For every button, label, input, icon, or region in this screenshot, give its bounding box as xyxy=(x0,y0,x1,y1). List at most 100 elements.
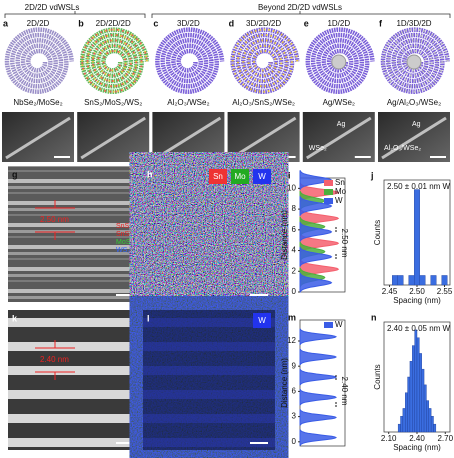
bar xyxy=(419,275,426,286)
bar xyxy=(441,275,448,286)
tem-image xyxy=(8,166,140,302)
profile-peak xyxy=(299,170,333,190)
panel-letter: h xyxy=(147,169,153,179)
bar xyxy=(405,392,408,433)
legend-box xyxy=(253,313,271,328)
bar xyxy=(421,368,425,433)
x-tick-label: 2.10 xyxy=(381,434,397,443)
sem-fiber xyxy=(230,116,297,160)
legend-label: Sn xyxy=(213,172,223,181)
panel-letter: k xyxy=(12,313,18,323)
sem-label: Ag xyxy=(412,121,421,128)
material-label: NbSe₂/MoSe₂ xyxy=(13,98,62,107)
sem-fiber xyxy=(306,116,372,160)
sem-label: Ag xyxy=(337,121,346,128)
spiral xyxy=(305,27,375,94)
bar xyxy=(397,275,404,286)
y-axis-label: Counts xyxy=(373,220,382,245)
profile-peak xyxy=(299,389,337,406)
panel-letter: a xyxy=(3,18,9,28)
profile-peak xyxy=(299,429,338,446)
legend-swatch xyxy=(324,322,333,328)
panel-letter: d xyxy=(229,18,235,28)
y-axis-label: Counts xyxy=(373,364,382,389)
eds-bands xyxy=(143,310,275,450)
panel-letter: f xyxy=(379,18,383,28)
y-tick-label: 6 xyxy=(292,225,297,234)
spiral xyxy=(4,27,74,94)
sem-label: WSe₂ xyxy=(309,145,327,152)
profile-peak xyxy=(299,409,337,426)
profile-peak xyxy=(299,196,333,216)
sem-fiber xyxy=(5,116,71,160)
spacing-label: 2.50 nm xyxy=(340,229,349,258)
bar xyxy=(408,275,415,286)
legend-label: W xyxy=(258,172,266,181)
panel-k: k 2.40 nm xyxy=(8,310,140,450)
legend-box xyxy=(209,169,227,184)
x-axis-label: Spacing (nm) xyxy=(393,296,441,305)
core xyxy=(331,54,347,70)
legend-swatch xyxy=(324,180,333,186)
y-axis-label: Distance (nm) xyxy=(280,210,289,260)
bar xyxy=(416,337,420,433)
panel-letter: n xyxy=(371,312,377,322)
tem-image xyxy=(8,310,140,450)
x-tick-label: 2.40 xyxy=(409,434,425,443)
panel-letter: m xyxy=(288,312,296,322)
bar xyxy=(397,423,401,433)
material-label: Al₂O₃/SnS₂/WSe₂ xyxy=(232,98,295,107)
x-tick-label: 2.50 xyxy=(409,287,425,296)
chart-title: 2.50 ± 0.01 nm W xyxy=(387,182,451,191)
legend-box xyxy=(231,169,249,184)
legend-label: Mo xyxy=(335,187,347,196)
profile-peak xyxy=(299,328,338,345)
bar xyxy=(392,275,398,286)
sem-label: Al₂O₃/WSe₂ xyxy=(384,145,421,152)
spacing-label: 2.40 nm xyxy=(340,377,349,406)
legend-label: W xyxy=(258,316,266,325)
layer-label: WS₂ xyxy=(116,247,130,254)
x-tick-label: 2.45 xyxy=(382,287,398,296)
legend-swatch xyxy=(324,198,333,204)
bar xyxy=(412,345,415,433)
layer-label: SnS₂ xyxy=(116,231,132,238)
bar xyxy=(428,408,432,433)
bar xyxy=(402,408,406,433)
layer-label: MoS₂ xyxy=(116,239,133,246)
structure-label: 3D/2D xyxy=(177,19,200,28)
y-tick-label: 8 xyxy=(292,204,297,213)
profile-peak xyxy=(299,272,333,293)
legend-swatch xyxy=(324,189,333,195)
bar xyxy=(430,275,437,286)
spiral xyxy=(81,28,148,93)
material-label: Ag/WSe₂ xyxy=(323,98,355,107)
spiral xyxy=(155,27,225,94)
profile-peak xyxy=(299,246,333,267)
panel-letter: l xyxy=(147,313,150,323)
bar xyxy=(414,189,420,286)
y-tick-label: 12 xyxy=(287,336,296,345)
sem-fiber xyxy=(381,116,447,160)
structure-label: 3D/2D/2D xyxy=(246,19,281,28)
eds-noise xyxy=(143,166,275,302)
spacing-marker xyxy=(35,340,75,380)
x-tick-label: 2.55 xyxy=(437,287,453,296)
profile-peak xyxy=(299,222,333,242)
bar xyxy=(430,416,434,433)
panel-letter: c xyxy=(153,18,158,28)
material-label: SnS₂/MoS₂/WS₂ xyxy=(84,98,142,107)
bracket xyxy=(151,11,451,18)
bar xyxy=(409,361,413,433)
bar xyxy=(419,353,422,433)
panel-l: l W xyxy=(143,310,275,450)
y-axis-label: Distance (nm) xyxy=(280,358,289,408)
structure-label: 1D/3D/2D xyxy=(396,19,431,28)
bar xyxy=(407,376,411,433)
chart-title: 2.40 ± 0.05 nm W xyxy=(387,324,451,333)
legend-label: Sn xyxy=(335,178,345,187)
spiral xyxy=(230,27,300,94)
header: 2D/2D vdWSLs Beyond 2D/2D vdWSLs xyxy=(4,3,451,18)
panel-letter: g xyxy=(12,169,18,179)
